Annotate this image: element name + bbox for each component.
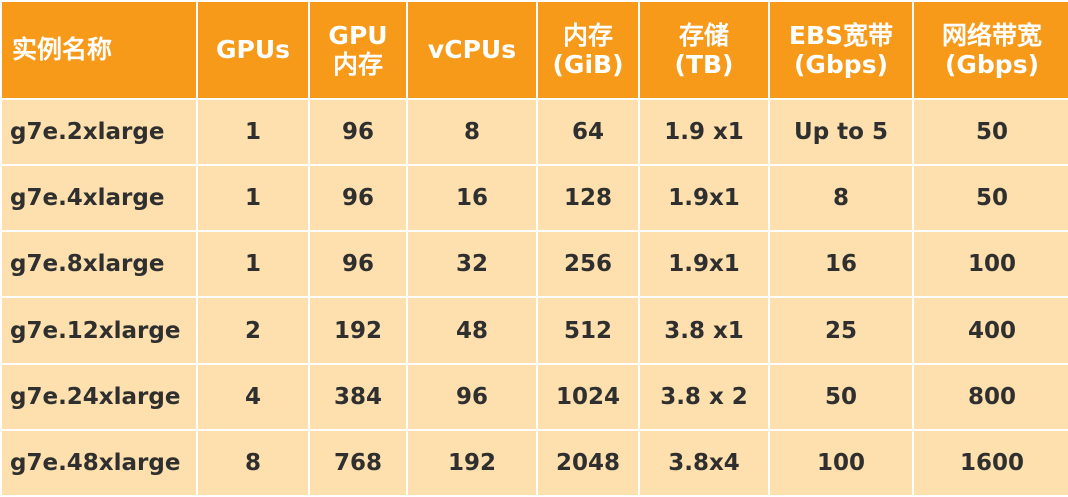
cell-gpus: 8 bbox=[198, 430, 308, 495]
table-row: g7e.2xlarge 1 96 8 64 1.9 x1 Up to 5 50 bbox=[2, 100, 1068, 165]
cell-vcpus: 192 bbox=[408, 430, 536, 495]
cell-instance-name: g7e.8xlarge bbox=[2, 232, 196, 297]
cell-instance-name: g7e.48xlarge bbox=[2, 430, 196, 495]
table-row: g7e.8xlarge 1 96 32 256 1.9x1 16 100 bbox=[2, 232, 1068, 297]
cell-gpu-memory: 384 bbox=[310, 364, 406, 429]
cell-memory: 128 bbox=[538, 166, 638, 231]
cell-gpu-memory: 96 bbox=[310, 100, 406, 165]
cell-network-bandwidth: 400 bbox=[914, 298, 1068, 363]
cell-network-bandwidth: 1600 bbox=[914, 430, 1068, 495]
header-row: 实例名称 GPUs GPU 内存 vCPUs 内存 (GiB) 存储 (TB) … bbox=[2, 2, 1068, 98]
header-network-bandwidth: 网络带宽 (Gbps) bbox=[914, 2, 1068, 98]
cell-vcpus: 32 bbox=[408, 232, 536, 297]
cell-storage: 1.9x1 bbox=[640, 232, 768, 297]
cell-gpus: 1 bbox=[198, 232, 308, 297]
cell-memory: 256 bbox=[538, 232, 638, 297]
header-memory: 内存 (GiB) bbox=[538, 2, 638, 98]
cell-instance-name: g7e.2xlarge bbox=[2, 100, 196, 165]
cell-gpu-memory: 96 bbox=[310, 232, 406, 297]
header-storage: 存储 (TB) bbox=[640, 2, 768, 98]
cell-network-bandwidth: 800 bbox=[914, 364, 1068, 429]
cell-storage: 3.8x4 bbox=[640, 430, 768, 495]
cell-instance-name: g7e.4xlarge bbox=[2, 166, 196, 231]
cell-memory: 2048 bbox=[538, 430, 638, 495]
cell-ebs-bandwidth: Up to 5 bbox=[770, 100, 912, 165]
table-row: g7e.24xlarge 4 384 96 1024 3.8 x 2 50 80… bbox=[2, 364, 1068, 429]
table-body: g7e.2xlarge 1 96 8 64 1.9 x1 Up to 5 50 … bbox=[2, 100, 1068, 495]
cell-memory: 64 bbox=[538, 100, 638, 165]
cell-ebs-bandwidth: 25 bbox=[770, 298, 912, 363]
cell-vcpus: 16 bbox=[408, 166, 536, 231]
cell-network-bandwidth: 50 bbox=[914, 166, 1068, 231]
cell-instance-name: g7e.24xlarge bbox=[2, 364, 196, 429]
cell-ebs-bandwidth: 8 bbox=[770, 166, 912, 231]
cell-ebs-bandwidth: 100 bbox=[770, 430, 912, 495]
header-vcpus: vCPUs bbox=[408, 2, 536, 98]
cell-storage: 1.9x1 bbox=[640, 166, 768, 231]
table-header: 实例名称 GPUs GPU 内存 vCPUs 内存 (GiB) 存储 (TB) … bbox=[2, 2, 1068, 98]
table-row: g7e.4xlarge 1 96 16 128 1.9x1 8 50 bbox=[2, 166, 1068, 231]
cell-ebs-bandwidth: 16 bbox=[770, 232, 912, 297]
cell-gpu-memory: 768 bbox=[310, 430, 406, 495]
cell-vcpus: 8 bbox=[408, 100, 536, 165]
cell-vcpus: 48 bbox=[408, 298, 536, 363]
cell-gpu-memory: 96 bbox=[310, 166, 406, 231]
table-row: g7e.48xlarge 8 768 192 2048 3.8x4 100 16… bbox=[2, 430, 1068, 495]
cell-gpus: 2 bbox=[198, 298, 308, 363]
cell-gpus: 1 bbox=[198, 166, 308, 231]
cell-network-bandwidth: 100 bbox=[914, 232, 1068, 297]
header-gpus: GPUs bbox=[198, 2, 308, 98]
cell-storage: 3.8 x1 bbox=[640, 298, 768, 363]
cell-memory: 512 bbox=[538, 298, 638, 363]
cell-gpu-memory: 192 bbox=[310, 298, 406, 363]
header-ebs-bandwidth: EBS宽带 (Gbps) bbox=[770, 2, 912, 98]
table-row: g7e.12xlarge 2 192 48 512 3.8 x1 25 400 bbox=[2, 298, 1068, 363]
cell-ebs-bandwidth: 50 bbox=[770, 364, 912, 429]
cell-gpus: 1 bbox=[198, 100, 308, 165]
cell-network-bandwidth: 50 bbox=[914, 100, 1068, 165]
cell-vcpus: 96 bbox=[408, 364, 536, 429]
header-instance-name: 实例名称 bbox=[2, 2, 196, 98]
header-gpu-memory: GPU 内存 bbox=[310, 2, 406, 98]
cell-instance-name: g7e.12xlarge bbox=[2, 298, 196, 363]
cell-storage: 3.8 x 2 bbox=[640, 364, 768, 429]
cell-storage: 1.9 x1 bbox=[640, 100, 768, 165]
cell-memory: 1024 bbox=[538, 364, 638, 429]
cell-gpus: 4 bbox=[198, 364, 308, 429]
